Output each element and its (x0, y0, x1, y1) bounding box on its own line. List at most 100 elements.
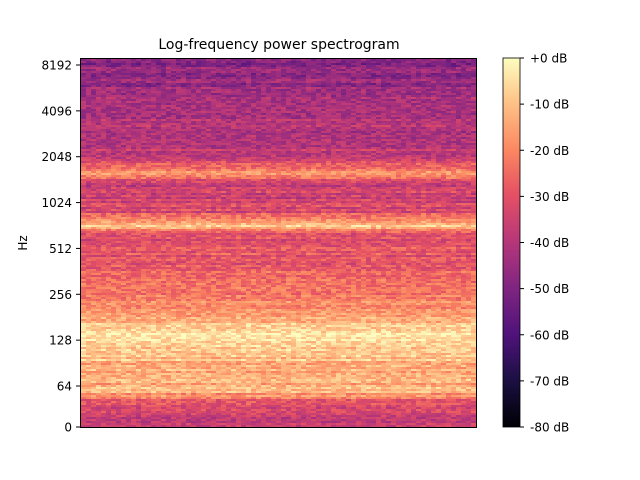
heatmap-cell (311, 117, 317, 120)
heatmap-cell (361, 129, 367, 132)
heatmap-cell (381, 105, 387, 108)
heatmap-cell (246, 71, 252, 74)
heatmap-cell (446, 135, 452, 138)
heatmap-cell (206, 83, 212, 86)
heatmap-cell (211, 113, 217, 116)
heatmap-cell (366, 83, 372, 86)
heatmap-cell (406, 87, 412, 90)
heatmap-cell (356, 129, 362, 132)
heatmap-cell (436, 129, 442, 132)
heatmap-cell (306, 93, 312, 96)
heatmap-cell (221, 95, 227, 98)
heatmap-cell (311, 61, 317, 64)
heatmap-cell (146, 111, 152, 114)
heatmap-cell (201, 135, 207, 138)
heatmap-cell (401, 101, 407, 104)
heatmap-cell (436, 113, 442, 116)
heatmap-cell (471, 143, 477, 146)
heatmap-cell (321, 135, 327, 138)
heatmap-cell (91, 143, 97, 146)
heatmap-cell (166, 151, 172, 154)
heatmap-cell (461, 75, 467, 78)
heatmap-cell (186, 131, 192, 134)
heatmap-cell (286, 91, 292, 94)
heatmap-cell (196, 71, 202, 74)
heatmap-cell (141, 69, 147, 72)
heatmap-cell (311, 125, 317, 128)
heatmap-cell (186, 107, 192, 110)
heatmap-cell (351, 131, 357, 134)
heatmap-cell (446, 75, 452, 78)
heatmap-cell (126, 69, 132, 72)
heatmap-cell (171, 129, 177, 132)
heatmap-cell (331, 123, 337, 126)
heatmap-cell (411, 63, 417, 66)
heatmap-cell (166, 61, 172, 64)
heatmap-cell (356, 89, 362, 92)
heatmap-cell (136, 95, 142, 98)
heatmap-cell (121, 91, 127, 94)
heatmap-cell (151, 127, 157, 130)
heatmap-cell (286, 59, 292, 62)
heatmap-cell (361, 125, 367, 128)
heatmap-cell (371, 133, 377, 136)
heatmap-cell (466, 87, 472, 90)
heatmap-cell (261, 123, 267, 126)
heatmap-cell (141, 125, 147, 128)
heatmap-cell (401, 143, 407, 146)
heatmap-cell (201, 93, 207, 96)
heatmap-cell (346, 65, 352, 68)
heatmap-cell (246, 151, 252, 154)
heatmap-cell (331, 147, 337, 150)
heatmap-cell (406, 137, 412, 140)
heatmap-cell (106, 71, 112, 74)
heatmap-cell (161, 143, 167, 146)
heatmap-cell (156, 151, 162, 154)
heatmap-cell (121, 105, 127, 108)
heatmap-cell (231, 139, 237, 142)
heatmap-cell (146, 99, 152, 102)
heatmap-cell (86, 121, 92, 124)
heatmap-cell (251, 73, 257, 76)
heatmap-cell (376, 61, 382, 64)
heatmap-cell (331, 65, 337, 68)
heatmap-cell (101, 121, 107, 124)
heatmap-cell (416, 127, 422, 130)
heatmap-cell (371, 131, 377, 134)
heatmap-cell (306, 97, 312, 100)
heatmap-cell (276, 95, 282, 98)
heatmap-cell (411, 147, 417, 150)
heatmap-cell (161, 129, 167, 132)
heatmap-cell (131, 83, 137, 86)
heatmap-cell (341, 141, 347, 144)
heatmap-cell (386, 99, 392, 102)
heatmap-cell (326, 71, 332, 74)
heatmap-cell (286, 77, 292, 80)
heatmap-cell (191, 147, 197, 150)
heatmap-cell (276, 101, 282, 104)
heatmap-cell (421, 101, 427, 104)
heatmap-cell (361, 137, 367, 140)
heatmap-cell (221, 143, 227, 146)
heatmap-cell (441, 79, 447, 82)
heatmap-cell (451, 107, 457, 110)
heatmap-cell (281, 141, 287, 144)
heatmap-cell (206, 97, 212, 100)
heatmap-cell (396, 59, 402, 62)
heatmap-cell (86, 69, 92, 72)
heatmap-cell (176, 99, 182, 102)
heatmap-cell (281, 149, 287, 152)
heatmap-cell (411, 135, 417, 138)
heatmap-cell (256, 125, 262, 128)
heatmap-cell (401, 61, 407, 64)
heatmap-cell (256, 81, 262, 84)
heatmap-cell (141, 107, 147, 110)
heatmap-cell (446, 93, 452, 96)
heatmap-cell (151, 103, 157, 106)
heatmap-cell (381, 87, 387, 90)
heatmap-cell (251, 119, 257, 122)
heatmap-cell (386, 69, 392, 72)
heatmap-cell (411, 59, 417, 62)
heatmap-cell (396, 107, 402, 110)
heatmap-cell (111, 151, 117, 154)
